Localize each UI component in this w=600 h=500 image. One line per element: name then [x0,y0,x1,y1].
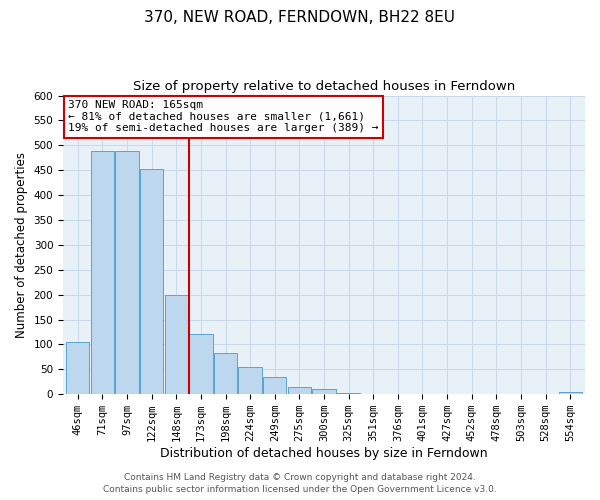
Bar [313,389,336,394]
Bar [140,168,163,394]
Text: 370, NEW ROAD, FERNDOWN, BH22 8EU: 370, NEW ROAD, FERNDOWN, BH22 8EU [145,10,455,25]
Text: 370 NEW ROAD: 165sqm
← 81% of detached houses are smaller (1,661)
19% of semi-de: 370 NEW ROAD: 165sqm ← 81% of detached h… [68,100,379,133]
Title: Size of property relative to detached houses in Ferndown: Size of property relative to detached ho… [133,80,515,93]
Bar [287,387,311,394]
Bar [559,392,582,394]
Bar [66,342,89,394]
Text: Contains HM Land Registry data © Crown copyright and database right 2024.
Contai: Contains HM Land Registry data © Crown c… [103,472,497,494]
Bar [115,152,139,394]
Bar [337,392,361,394]
Bar [164,294,188,394]
Y-axis label: Number of detached properties: Number of detached properties [15,152,28,338]
Bar [238,367,262,394]
X-axis label: Distribution of detached houses by size in Ferndown: Distribution of detached houses by size … [160,447,488,460]
Bar [263,377,286,394]
Bar [189,334,212,394]
Bar [91,152,114,394]
Bar [214,354,237,394]
